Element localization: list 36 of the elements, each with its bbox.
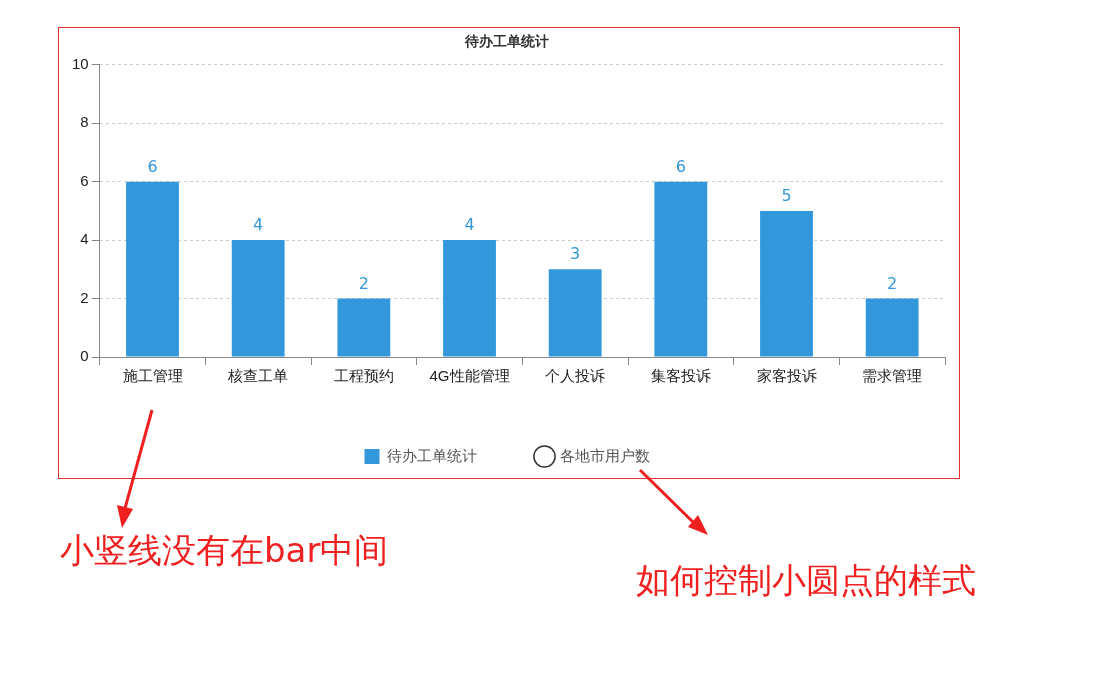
data-label: 4: [253, 215, 264, 235]
bar: [654, 181, 708, 357]
x-tick-label: 集客投诉: [650, 367, 711, 385]
data-label: 6: [675, 156, 686, 176]
data-label: 3: [570, 244, 581, 264]
y-tick-label: 8: [80, 113, 89, 131]
x-tick-label: 家客投诉: [756, 367, 817, 385]
text: 小竖线没有在bar中间: [60, 529, 389, 572]
y-tick-label: 4: [80, 230, 89, 248]
x-tick-label: 个人投诉: [545, 367, 606, 385]
y-tick-label: 2: [80, 288, 89, 306]
x-tick-label: 工程预约: [333, 367, 394, 385]
data-label: 4: [464, 215, 475, 235]
bar: [760, 210, 813, 357]
bar: [548, 269, 602, 357]
text: 如何控制小圆点的样式: [636, 559, 976, 602]
legend-label: 各地市用户数: [559, 446, 650, 464]
data-label: 6: [147, 156, 158, 176]
y-tick-label: 0: [80, 347, 89, 365]
chart-title: 待办工单统计: [464, 33, 549, 50]
bar: [865, 298, 919, 357]
x-tick-label: 核查工单: [227, 367, 289, 385]
bar: [337, 298, 391, 357]
y-tick-label: 6: [80, 171, 89, 189]
data-label: 5: [781, 186, 792, 206]
bar: [443, 240, 496, 357]
y-tick-label: 10: [72, 54, 89, 72]
bar: [231, 240, 285, 357]
x-tick-label: 施工管理: [122, 367, 183, 385]
bar: [126, 181, 179, 357]
x-tick-label: 4G性能管理: [429, 367, 510, 385]
data-label: 2: [358, 273, 369, 293]
data-label: 2: [887, 273, 898, 293]
frame: 待办工单统计 各地市用户数 待办工单统计 施工管理 核查工单 工程预约 4G性能管理 个人投诉 集客投诉 家客投诉 需求管理 0 2 4 6 8 10 6 4 2 4 3 6 5 2: [58, 27, 960, 479]
x-tick-label: 需求管理: [862, 367, 923, 385]
legend-label: 待办工单统计: [387, 446, 477, 464]
